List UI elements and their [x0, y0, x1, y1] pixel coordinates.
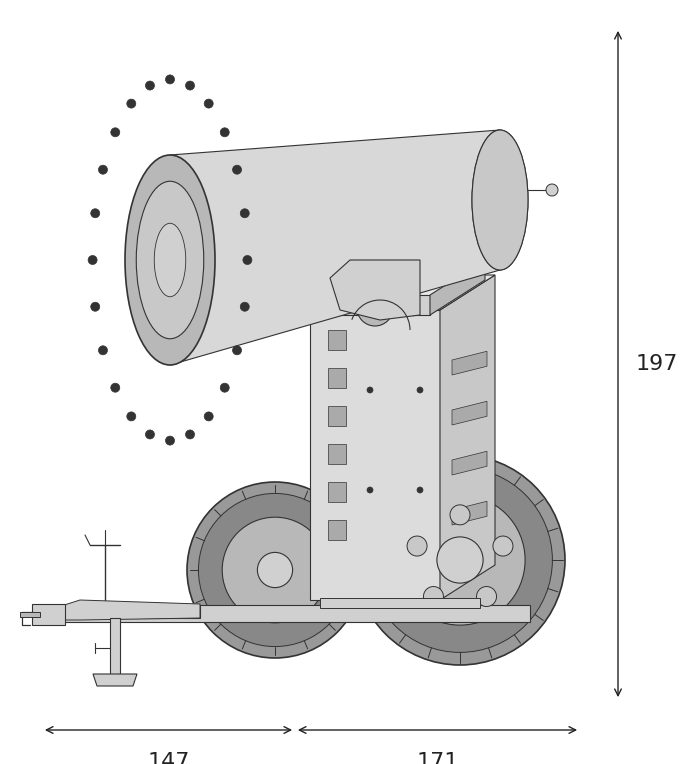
- Circle shape: [240, 209, 249, 218]
- Polygon shape: [328, 520, 346, 540]
- Circle shape: [407, 536, 427, 556]
- Polygon shape: [452, 452, 487, 475]
- Circle shape: [90, 303, 100, 311]
- Circle shape: [90, 209, 100, 218]
- Circle shape: [111, 128, 120, 137]
- Circle shape: [127, 99, 136, 108]
- Ellipse shape: [125, 155, 215, 365]
- Circle shape: [186, 430, 195, 439]
- Polygon shape: [452, 501, 487, 525]
- Circle shape: [367, 487, 373, 493]
- Ellipse shape: [472, 130, 528, 270]
- Circle shape: [222, 517, 328, 623]
- Polygon shape: [93, 674, 137, 686]
- Polygon shape: [60, 606, 200, 618]
- Polygon shape: [320, 598, 480, 608]
- Polygon shape: [60, 605, 530, 622]
- Circle shape: [493, 536, 513, 556]
- Text: 197: 197: [636, 354, 678, 374]
- Polygon shape: [110, 618, 120, 680]
- Ellipse shape: [154, 223, 186, 296]
- Circle shape: [99, 165, 108, 174]
- Polygon shape: [320, 295, 430, 315]
- Circle shape: [450, 505, 470, 525]
- Circle shape: [243, 255, 252, 264]
- Circle shape: [368, 468, 552, 652]
- Polygon shape: [20, 612, 40, 617]
- Polygon shape: [310, 275, 495, 310]
- Circle shape: [166, 75, 175, 84]
- Polygon shape: [328, 482, 346, 502]
- Polygon shape: [328, 330, 346, 350]
- Polygon shape: [32, 604, 65, 625]
- Circle shape: [199, 494, 351, 646]
- Circle shape: [204, 412, 213, 421]
- Circle shape: [240, 303, 249, 311]
- Circle shape: [204, 99, 213, 108]
- Circle shape: [145, 81, 154, 90]
- Circle shape: [88, 255, 97, 264]
- Polygon shape: [55, 600, 200, 620]
- Polygon shape: [310, 310, 440, 600]
- Circle shape: [395, 495, 525, 625]
- Polygon shape: [452, 401, 487, 425]
- Polygon shape: [452, 351, 487, 375]
- Circle shape: [258, 552, 292, 588]
- Polygon shape: [440, 275, 495, 600]
- Circle shape: [221, 128, 229, 137]
- Polygon shape: [328, 444, 346, 464]
- Polygon shape: [330, 260, 420, 320]
- Circle shape: [477, 587, 497, 607]
- Circle shape: [367, 387, 373, 393]
- Ellipse shape: [136, 181, 203, 338]
- Polygon shape: [328, 406, 346, 426]
- Circle shape: [437, 537, 483, 583]
- Polygon shape: [295, 278, 320, 315]
- Circle shape: [145, 430, 154, 439]
- Polygon shape: [320, 243, 485, 278]
- Circle shape: [221, 384, 229, 392]
- Circle shape: [355, 455, 565, 665]
- Circle shape: [423, 587, 443, 607]
- Polygon shape: [430, 260, 485, 315]
- Circle shape: [232, 165, 242, 174]
- Circle shape: [232, 346, 242, 354]
- Circle shape: [417, 387, 423, 393]
- Circle shape: [111, 384, 120, 392]
- Circle shape: [166, 436, 175, 445]
- Text: 147: 147: [147, 752, 190, 764]
- Ellipse shape: [472, 130, 528, 270]
- Circle shape: [546, 184, 558, 196]
- Circle shape: [187, 482, 363, 658]
- Circle shape: [127, 412, 136, 421]
- Polygon shape: [170, 130, 500, 365]
- Circle shape: [357, 290, 393, 326]
- Polygon shape: [328, 368, 346, 388]
- Text: 171: 171: [416, 752, 459, 764]
- Circle shape: [417, 487, 423, 493]
- Circle shape: [99, 346, 108, 354]
- Circle shape: [186, 81, 195, 90]
